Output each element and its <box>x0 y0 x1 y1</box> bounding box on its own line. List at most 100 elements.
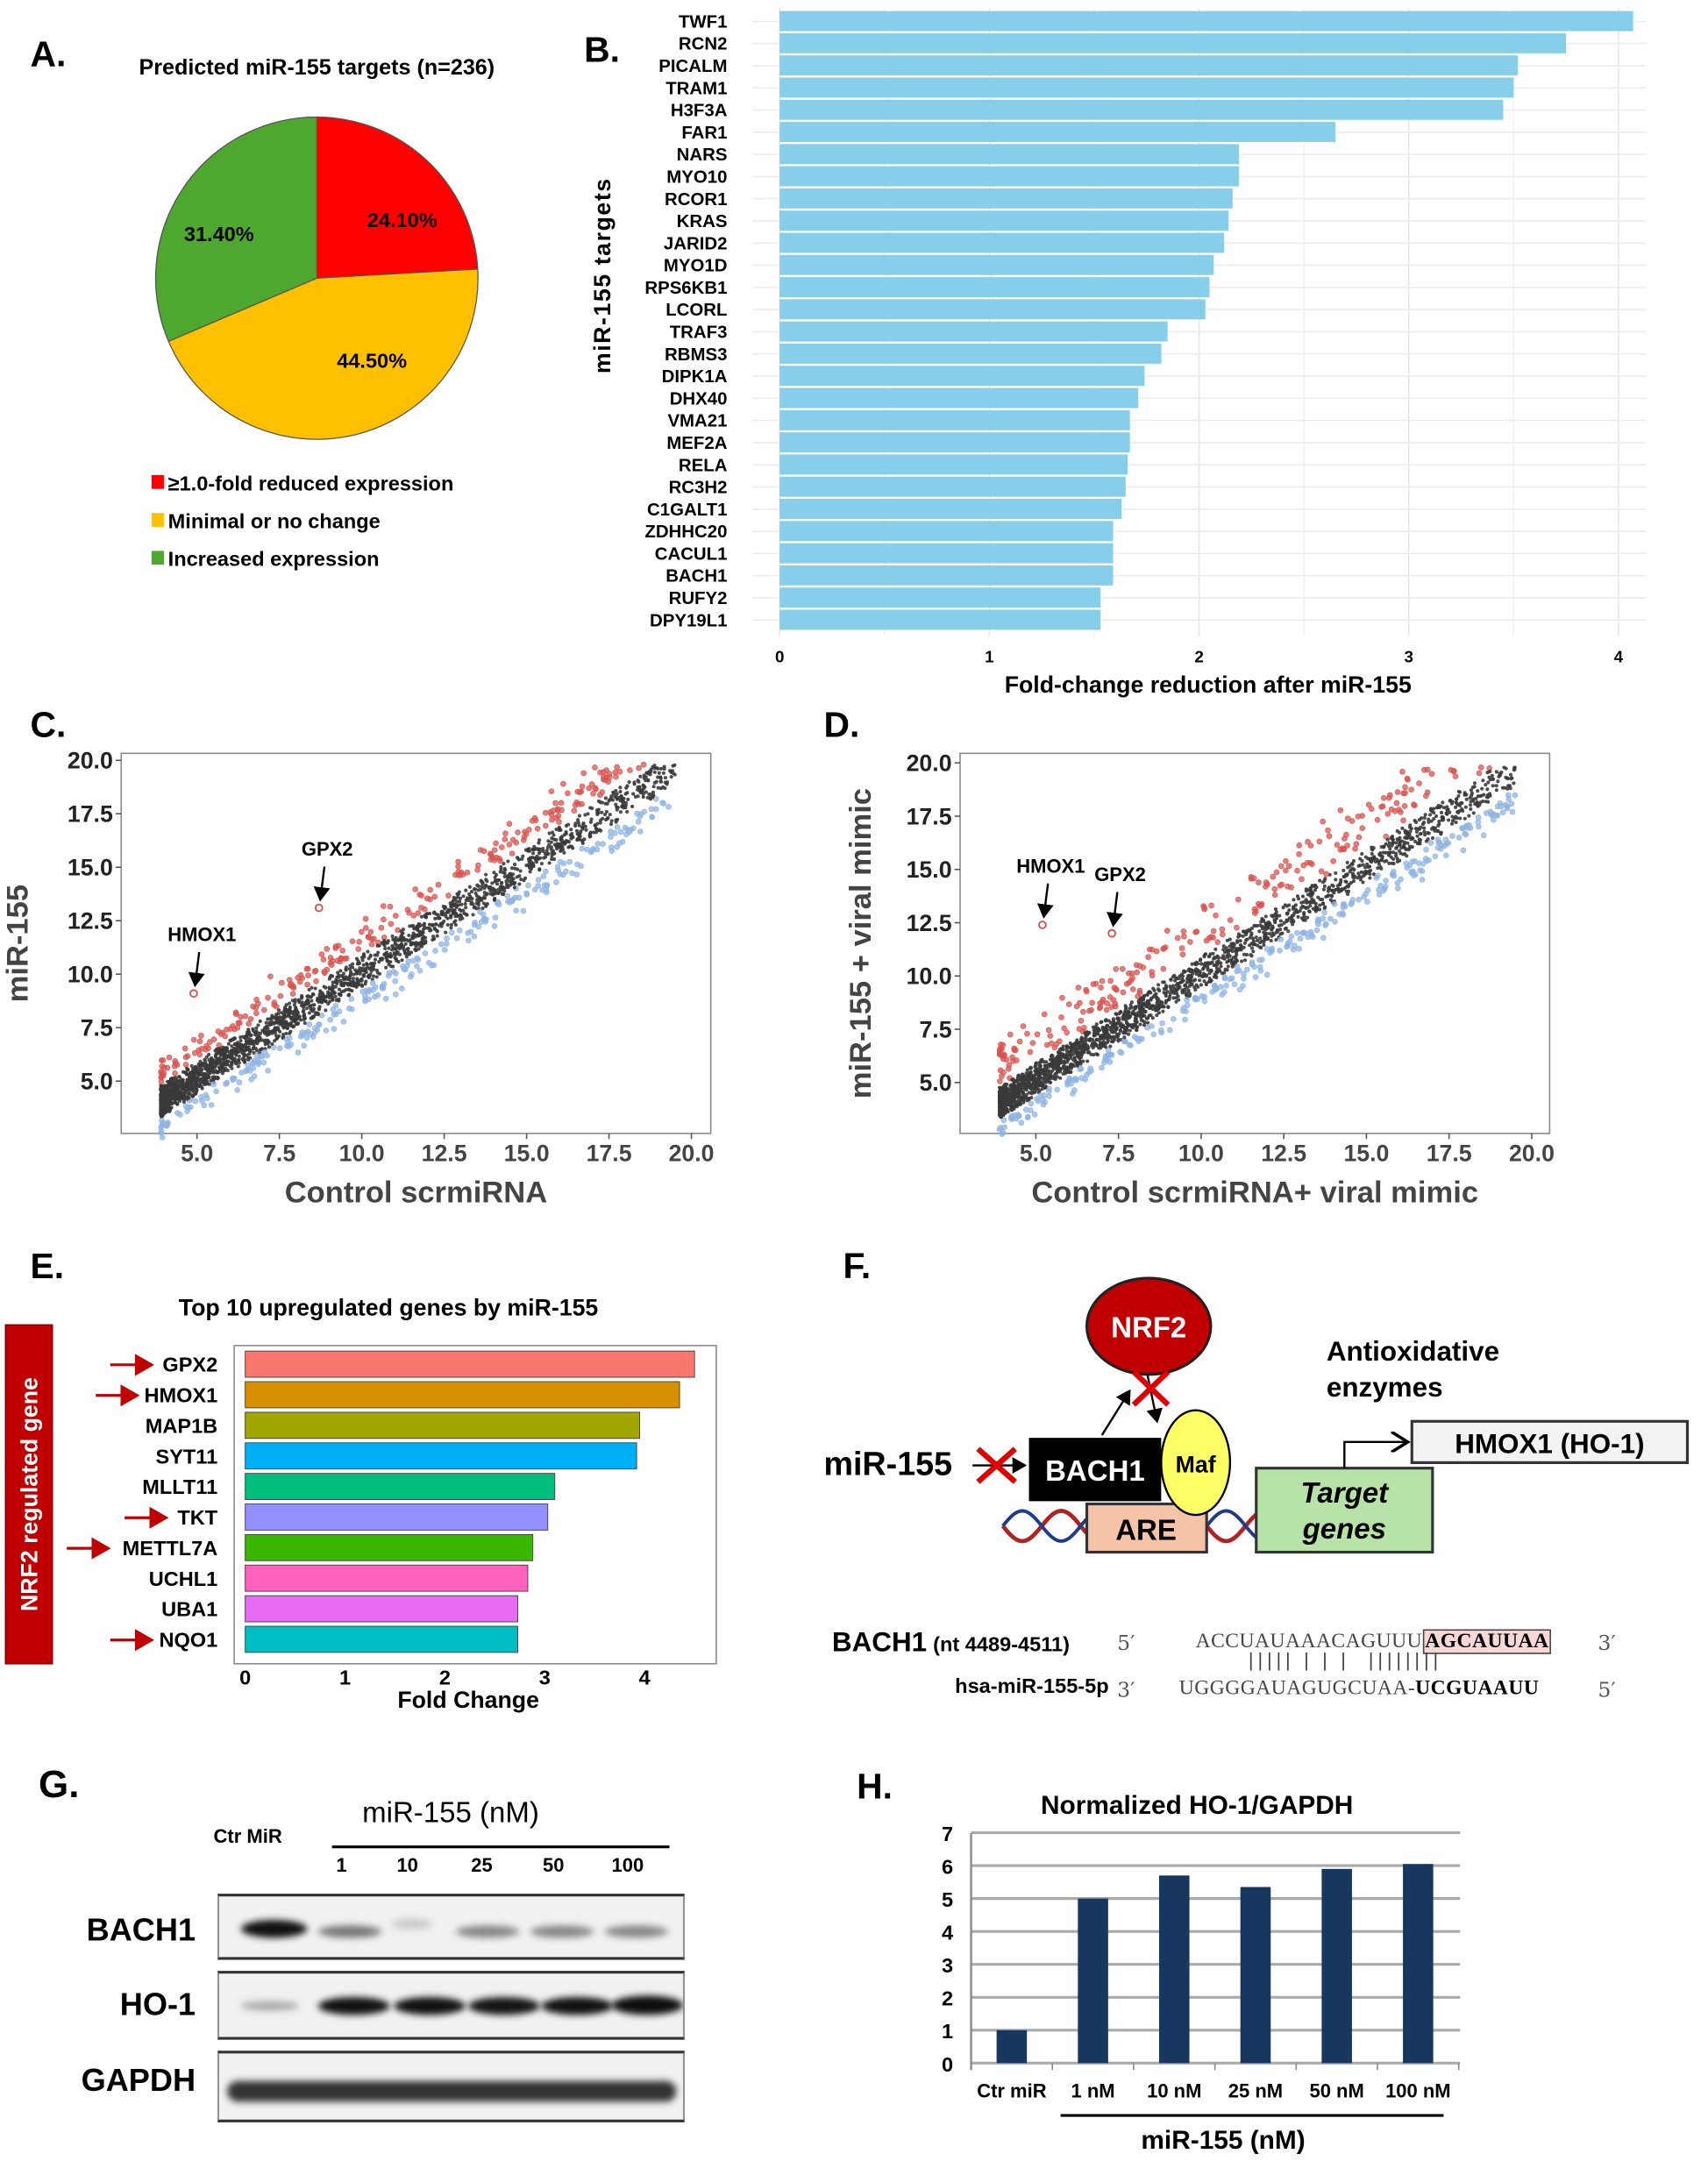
point-unchanged <box>1150 1006 1155 1012</box>
point-unchanged <box>1346 892 1350 897</box>
point-downregulated <box>1327 915 1334 922</box>
point-downregulated <box>277 1045 283 1052</box>
point-downregulated <box>405 958 412 964</box>
point-unchanged <box>398 952 402 956</box>
point-downregulated <box>608 844 615 850</box>
point-upregulated <box>1300 862 1307 869</box>
point-unchanged <box>1422 829 1427 834</box>
point-upregulated <box>1099 999 1106 1006</box>
point-downregulated <box>1290 946 1297 953</box>
point-upregulated <box>1065 1001 1072 1007</box>
point-unchanged <box>445 909 450 913</box>
point-downregulated <box>626 828 633 835</box>
x-tick-label: 3 <box>1404 648 1413 666</box>
point-unchanged <box>1141 1019 1145 1023</box>
point-unchanged <box>1209 969 1213 973</box>
point-unchanged <box>524 864 529 868</box>
point-unchanged <box>295 1010 300 1014</box>
point-unchanged <box>1257 929 1262 934</box>
category-label: JARID2 <box>664 234 728 253</box>
point-unchanged <box>1418 838 1423 842</box>
point-upregulated <box>196 1038 203 1045</box>
point-unchanged <box>337 992 341 996</box>
point-upregulated <box>1421 766 1427 773</box>
point-downregulated <box>553 879 559 885</box>
point-unchanged <box>1105 1027 1109 1032</box>
point-upregulated <box>174 1062 181 1068</box>
point-unchanged <box>1262 930 1266 935</box>
point-unchanged <box>515 875 519 879</box>
point-unchanged <box>1222 970 1227 975</box>
point-upregulated <box>1134 969 1140 976</box>
point-unchanged <box>1151 995 1156 999</box>
point-unchanged <box>671 764 675 768</box>
point-unchanged <box>302 1021 307 1026</box>
point-unchanged <box>1287 903 1292 907</box>
point-unchanged <box>1439 810 1444 814</box>
point-unchanged <box>506 859 510 864</box>
y-tick-label: 15.0 <box>68 855 113 881</box>
point-unchanged <box>1240 959 1244 963</box>
point-upregulated <box>477 847 484 853</box>
point-unchanged <box>198 1082 203 1086</box>
pie-slice-label: 24.10% <box>367 209 438 231</box>
point-unchanged <box>241 1034 246 1039</box>
point-upregulated <box>1330 857 1336 864</box>
point-upregulated <box>359 928 365 935</box>
point-unchanged <box>657 771 661 775</box>
point-unchanged <box>1462 816 1467 821</box>
point-upregulated <box>215 1028 222 1034</box>
legend-label: Increased expression <box>168 548 380 571</box>
point-unchanged <box>203 1057 207 1062</box>
point-unchanged <box>438 921 443 926</box>
point-unchanged <box>363 969 367 973</box>
point-unchanged <box>159 1107 163 1112</box>
point-downregulated <box>340 1019 347 1025</box>
point-unchanged <box>296 999 301 1003</box>
point-upregulated <box>1179 951 1186 957</box>
point-unchanged <box>1441 815 1446 820</box>
point-unchanged <box>440 910 445 914</box>
point-unchanged <box>181 1097 185 1101</box>
point-unchanged <box>334 998 338 1002</box>
point-unchanged <box>645 771 650 775</box>
point-unchanged <box>275 1019 280 1023</box>
point-downregulated <box>495 899 502 906</box>
x-tick-label: 12.5 <box>1261 1140 1306 1166</box>
point-unchanged <box>292 1024 296 1028</box>
point-unchanged <box>317 1005 322 1009</box>
point-unchanged <box>436 916 440 921</box>
point-upregulated <box>1349 818 1356 824</box>
point-unchanged <box>1389 855 1393 859</box>
point-unchanged <box>435 934 439 938</box>
point-unchanged <box>1150 1004 1155 1008</box>
point-upregulated <box>523 830 530 837</box>
point-unchanged <box>651 785 656 789</box>
point-unchanged <box>207 1075 211 1080</box>
point-unchanged <box>1400 826 1405 830</box>
point-unchanged <box>273 1020 277 1025</box>
point-unchanged <box>1467 814 1471 818</box>
point-unchanged <box>549 840 553 844</box>
point-unchanged <box>354 981 359 985</box>
point-unchanged <box>568 844 573 849</box>
point-unchanged <box>435 929 439 934</box>
point-unchanged <box>352 972 356 977</box>
point-unchanged <box>395 942 399 947</box>
y-tick-label: 12.5 <box>907 910 952 936</box>
point-unchanged <box>580 827 585 831</box>
point-upregulated <box>1400 790 1406 797</box>
point-unchanged <box>1073 1059 1078 1064</box>
point-unchanged <box>518 869 523 873</box>
point-unchanged <box>368 972 373 977</box>
bar <box>779 11 1633 32</box>
point-unchanged <box>1491 784 1495 788</box>
point-unchanged <box>494 872 499 877</box>
point-unchanged <box>449 922 453 927</box>
point-unchanged <box>331 980 335 984</box>
point-unchanged <box>1444 811 1448 815</box>
point-unchanged <box>339 990 344 994</box>
point-unchanged <box>352 980 356 984</box>
panel-label: C. <box>31 704 67 744</box>
point-unchanged <box>470 890 474 894</box>
